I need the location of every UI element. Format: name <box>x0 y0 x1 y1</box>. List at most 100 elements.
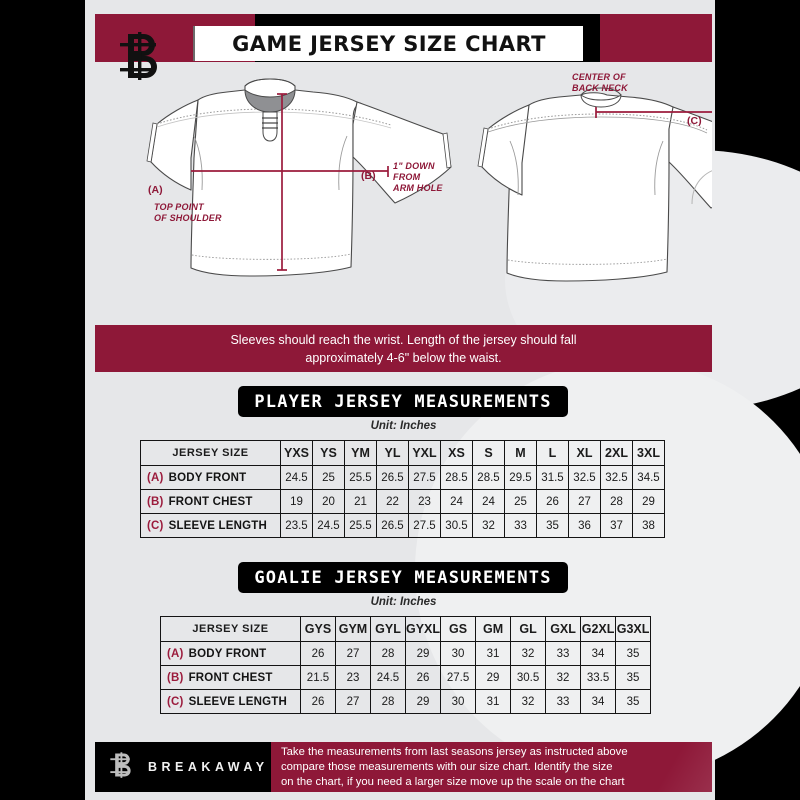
measurement-cell: 33 <box>504 513 537 538</box>
header-title-box: GAME JERSEY SIZE CHART <box>193 26 583 61</box>
measurement-cell: 24.5 <box>370 665 406 690</box>
jersey-size-header: JERSEY SIZE <box>160 616 301 642</box>
header-strip-center <box>255 14 600 25</box>
measurement-cell: 26 <box>300 641 336 666</box>
measurement-row-label: (C) SLEEVE LENGTH <box>140 513 281 538</box>
breakaway-b-logo-icon <box>109 750 139 785</box>
footer-instruction-line2: compare those measurements with our size… <box>281 760 613 773</box>
size-column-header: YS <box>312 440 345 466</box>
measurement-marker: (B) <box>147 495 164 508</box>
measure-label-b-line3: ARM HOLE <box>393 183 443 193</box>
size-column-header: GYXL <box>404 616 442 642</box>
header-strip-right <box>600 14 712 25</box>
size-column-header: GYM <box>335 616 371 642</box>
measure-label-b-line2: FROM <box>393 172 421 182</box>
measurement-marker: (B) <box>167 671 184 684</box>
measurement-cell: 24 <box>440 489 473 514</box>
measurement-cell: 31.5 <box>536 465 569 490</box>
measurement-cell: 29 <box>404 641 442 666</box>
size-column-header: YXS <box>280 440 313 466</box>
measurement-cell: 28 <box>370 689 406 714</box>
measure-label-b-line1: 1" DOWN <box>393 161 435 171</box>
measurement-cell: 23 <box>408 489 441 514</box>
measurement-cell: 23.5 <box>280 513 313 538</box>
measurement-cell: 34 <box>580 689 617 714</box>
measurement-cell: 27 <box>335 641 371 666</box>
footer-bar: BREAKAWAY Take the measurements from las… <box>95 742 712 792</box>
measurement-marker: (C) <box>147 519 164 532</box>
measurement-cell: 32 <box>510 689 547 714</box>
measurement-cell: 29 <box>632 489 665 514</box>
table-row: (C) SLEEVE LENGTH 26 27 28 29 30 31 32 33 34 35 <box>160 689 652 714</box>
measurement-cell: 26 <box>404 665 442 690</box>
measurement-cell: 27.5 <box>440 665 477 690</box>
measurement-cell: 35 <box>615 689 652 714</box>
header-strip-left <box>95 14 255 25</box>
measurement-cell: 38 <box>632 513 665 538</box>
measurement-cell: 29.5 <box>504 465 537 490</box>
size-column-header: 2XL <box>600 440 633 466</box>
measurement-cell: 30.5 <box>510 665 547 690</box>
measurement-cell: 25 <box>504 489 537 514</box>
measurement-row-label: (A) BODY FRONT <box>140 465 281 490</box>
measurement-cell: 24 <box>472 489 505 514</box>
measurement-cell: 35 <box>536 513 569 538</box>
player-measurements-table: JERSEY SIZE YXS YS YM YL YXL XS S M L XL 2XL 3XL (A)… <box>140 440 665 538</box>
measurement-cell: 28 <box>370 641 406 666</box>
measurement-cell: 29 <box>475 665 512 690</box>
measurement-cell: 25.5 <box>344 465 377 490</box>
size-column-header: G2XL <box>580 616 617 642</box>
size-column-header: L <box>536 440 569 466</box>
measurement-cell: 33 <box>545 689 582 714</box>
footer-instruction-line1: Take the measurements from last seasons … <box>281 745 628 758</box>
player-section-heading: PLAYER JERSEY MEASUREMENTS <box>238 386 568 417</box>
table-row: (B) FRONT CHEST 19 20 21 22 23 24 24 25 26 27 28 29 <box>140 489 665 514</box>
measurement-marker: (C) <box>167 695 184 708</box>
measure-label-a-line2: OF SHOULDER <box>154 213 222 223</box>
measurement-marker: (A) <box>167 647 184 660</box>
measurement-cell: 24.5 <box>280 465 313 490</box>
size-column-header: G3XL <box>615 616 652 642</box>
player-unit-label: Unit: Inches <box>370 420 437 432</box>
measurement-cell: 24.5 <box>312 513 345 538</box>
table-row: (A) BODY FRONT 26 27 28 29 30 31 32 33 34 35 <box>160 641 652 666</box>
footer-brand-block: BREAKAWAY <box>95 742 271 792</box>
player-heading-text: PLAYER JERSEY MEASUREMENTS <box>254 391 552 412</box>
size-column-header: YM <box>344 440 377 466</box>
measurement-row-label: (B) FRONT CHEST <box>160 665 301 690</box>
measurement-cell: 34.5 <box>632 465 665 490</box>
measurement-cell: 23 <box>335 665 371 690</box>
table-header-row: JERSEY SIZE GYS GYM GYL GYXL GS GM GL GXL G2XL G3X… <box>160 616 652 642</box>
measurement-cell: 35 <box>615 665 652 690</box>
goalie-unit-label: Unit: Inches <box>370 596 437 608</box>
footer-instructions: Take the measurements from last seasons … <box>271 742 712 792</box>
size-column-header: GM <box>475 616 512 642</box>
footer-brand-name: BREAKAWAY <box>148 760 269 774</box>
measurement-cell: 31 <box>475 641 512 666</box>
measurement-cell: 35 <box>615 641 652 666</box>
measure-tag-a: (A) <box>148 184 163 196</box>
goalie-measurements-table-wrap: JERSEY SIZE GYS GYM GYL GYXL GS GM GL GXL G2XL G3X… <box>160 616 652 714</box>
measurement-cell: 27.5 <box>408 513 441 538</box>
goalie-measurements-table: JERSEY SIZE GYS GYM GYL GYXL GS GM GL GXL G2XL G3X… <box>160 616 652 714</box>
measurement-cell: 34 <box>580 641 617 666</box>
page-title: GAME JERSEY SIZE CHART <box>232 31 546 56</box>
footer-instruction-line3: on the chart, if you need a larger size … <box>281 775 625 788</box>
measure-tag-c: (C) <box>687 115 702 127</box>
goalie-section-heading: GOALIE JERSEY MEASUREMENTS <box>238 562 568 593</box>
measurement-cell: 27.5 <box>408 465 441 490</box>
measurement-row-label: (C) SLEEVE LENGTH <box>160 689 301 714</box>
measurement-cell: 30 <box>440 689 477 714</box>
breakaway-b-logo-icon <box>118 28 170 84</box>
measurement-row-label: (A) BODY FRONT <box>160 641 301 666</box>
fit-note-line2: approximately 4-6" below the waist. <box>305 350 502 365</box>
measurement-cell: 26 <box>300 689 336 714</box>
measure-label-c-line1: CENTER OF <box>572 72 626 82</box>
measurement-marker: (A) <box>147 471 164 484</box>
measurement-cell: 33 <box>545 641 582 666</box>
measurement-cell: 32.5 <box>600 465 633 490</box>
table-row: (C) SLEEVE LENGTH 23.5 24.5 25.5 26.5 27.5 30.5… <box>140 513 665 538</box>
measurement-cell: 29 <box>404 689 442 714</box>
table-header-row: JERSEY SIZE YXS YS YM YL YXL XS S M L XL 2XL 3XL <box>140 440 665 466</box>
measurement-cell: 32.5 <box>568 465 601 490</box>
